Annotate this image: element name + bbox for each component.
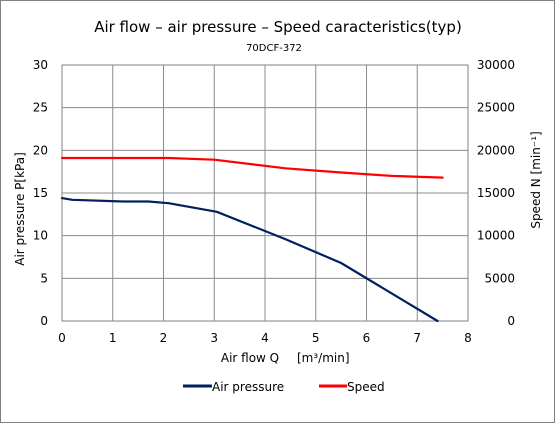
y-left-tick-label: 0	[40, 314, 48, 328]
chart-subtitle: 70DCF-372	[246, 43, 302, 54]
x-tick-label: 2	[160, 331, 168, 345]
x-tick-label: 0	[58, 331, 66, 345]
legend-label-speed: Speed	[347, 380, 385, 394]
y-left-tick-label: 15	[33, 186, 48, 200]
y-right-tick-label: 15000	[477, 186, 515, 200]
y-axis-left-label: Air pressure P[kPa]	[13, 152, 27, 266]
y-left-tick-label: 30	[33, 58, 48, 72]
x-axis-unit: [m³/min]	[297, 351, 350, 365]
y-right-tick-label: 5000	[484, 271, 515, 285]
y-right-tick-label: 10000	[477, 229, 515, 243]
legend-label-air-pressure: Air pressure	[212, 380, 284, 394]
y-right-tick-label: 25000	[477, 101, 515, 115]
legend: Air pressure Speed	[183, 380, 385, 394]
y-right-tick-label: 0	[507, 314, 515, 328]
grid-lines	[62, 65, 468, 321]
y-left-tick-label: 10	[33, 229, 48, 243]
x-tick-label: 8	[464, 331, 472, 345]
series-layer	[60, 156, 444, 323]
series-line-air-pressure	[60, 197, 439, 323]
y-right-tick-label: 30000	[477, 58, 515, 72]
x-tick-label: 1	[109, 331, 117, 345]
series-line-speed	[60, 156, 444, 179]
y-left-tick-label: 5	[40, 271, 48, 285]
y-axis-right-label: Speed N [min⁻¹]	[529, 131, 543, 228]
plot-area	[61, 64, 469, 322]
y-left-tick-label: 25	[33, 101, 48, 115]
y-left-tick-label: 20	[33, 143, 48, 157]
x-tick-label: 7	[413, 331, 421, 345]
x-tick-label: 4	[261, 331, 269, 345]
chart-title: Air flow – air pressure – Speed caracter…	[94, 18, 462, 36]
x-tick-label: 6	[363, 331, 371, 345]
y-right-tick-label: 20000	[477, 143, 515, 157]
x-tick-label: 3	[210, 331, 218, 345]
x-axis-label: Air flow Q	[221, 351, 279, 365]
x-tick-label: 5	[312, 331, 320, 345]
